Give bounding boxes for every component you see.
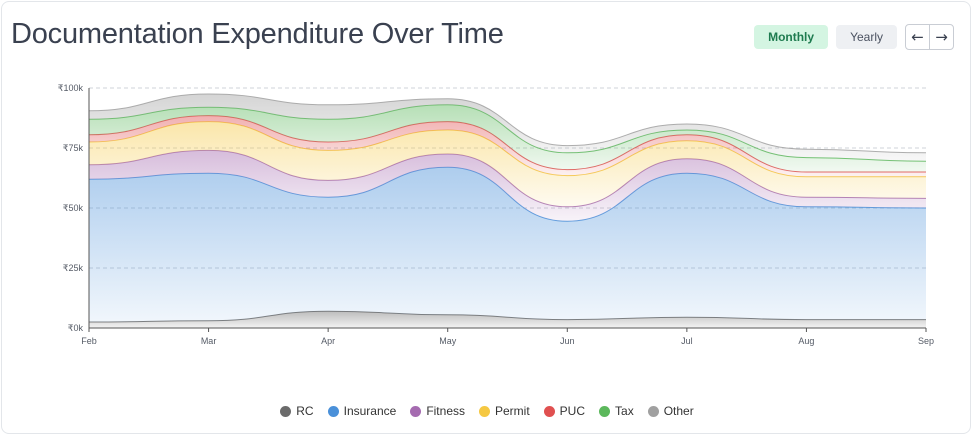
legend-item-puc[interactable]: PUC	[543, 404, 586, 418]
y-tick-label: ₹100k	[58, 83, 84, 93]
y-tick-label: ₹25k	[63, 263, 84, 273]
period-nav: ← →	[905, 24, 954, 50]
x-tick-label: May	[439, 336, 457, 346]
legend-swatch	[280, 405, 292, 417]
x-tick-label: Mar	[201, 336, 217, 346]
x-tick-label: Sep	[918, 336, 934, 346]
area-tax[interactable]	[89, 104, 926, 172]
legend-swatch	[410, 405, 422, 417]
chart-legend: RC Insurance Fitness Permit PUC Tax Other	[0, 404, 974, 418]
legend-item-permit[interactable]: Permit	[479, 404, 530, 418]
legend-label: Tax	[615, 404, 634, 418]
area-insurance[interactable]	[89, 167, 926, 322]
legend-label: Other	[663, 404, 694, 418]
axes: ₹0k ₹25k ₹50k ₹75k ₹100k Feb Mar Apr May Jun Jul Au…	[58, 83, 934, 346]
legend-swatch	[647, 405, 659, 417]
arrow-left-icon: ←	[911, 28, 924, 46]
legend-item-tax[interactable]: Tax	[599, 404, 634, 418]
legend-label: Insurance	[343, 404, 397, 418]
period-controls: Monthly Yearly ← →	[746, 24, 954, 50]
area-fitness[interactable]	[89, 150, 926, 222]
legend-swatch	[543, 405, 555, 417]
arrow-right-icon: →	[935, 28, 948, 46]
area-series	[88, 93, 927, 328]
monthly-button[interactable]: Monthly	[754, 25, 829, 49]
prev-period-button[interactable]: ←	[906, 25, 929, 49]
page-title: Documentation Expenditure Over Time	[11, 18, 504, 50]
legend-item-fitness[interactable]: Fitness	[410, 404, 465, 418]
area-permit[interactable]	[89, 121, 926, 207]
legend-item-insurance[interactable]: Insurance	[327, 404, 397, 418]
x-tick-label: Feb	[81, 336, 97, 346]
y-tick-label: ₹50k	[63, 203, 84, 213]
yearly-button[interactable]: Yearly	[836, 25, 897, 49]
area-rc[interactable]	[89, 311, 926, 328]
legend-label: PUC	[559, 404, 586, 418]
area-other[interactable]	[89, 94, 926, 162]
line-other	[88, 93, 927, 154]
y-tick-label: ₹75k	[63, 143, 84, 153]
x-tick-label: Apr	[321, 336, 335, 346]
x-tick-label: Aug	[798, 336, 814, 346]
legend-item-other[interactable]: Other	[647, 404, 694, 418]
legend-label: Fitness	[426, 404, 465, 418]
next-period-button[interactable]: →	[929, 25, 953, 49]
y-tick-label: ₹0k	[68, 323, 84, 333]
x-tick-label: Jul	[681, 336, 693, 346]
legend-swatch	[327, 405, 339, 417]
legend-label: RC	[296, 404, 314, 418]
legend-swatch	[479, 405, 490, 417]
legend-swatch	[599, 405, 611, 417]
legend-label: Permit	[495, 404, 530, 418]
legend-item-rc[interactable]: RC	[280, 404, 314, 418]
x-tick-label: Jun	[560, 336, 575, 346]
